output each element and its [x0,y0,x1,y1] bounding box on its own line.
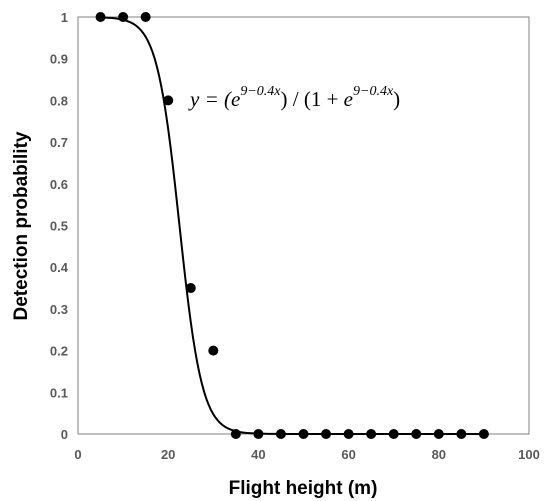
equation-exponent-1: 9−0.4x [240,84,281,99]
y-tick-label: 0.7 [50,135,68,150]
data-point [185,283,196,294]
y-tick-label: 0.6 [50,177,68,192]
data-point [433,429,444,439]
y-tick-label: 0.2 [50,344,68,359]
equation-middle: ) / (1 + [281,87,344,111]
x-axis-title: Flight height (m) [229,478,378,499]
data-point [411,429,422,439]
data-point [478,429,489,439]
data-point [388,429,399,439]
y-tick-label: 0.5 [50,219,68,234]
data-point [456,429,467,439]
plot-area-frame [77,16,530,435]
data-point [298,429,309,439]
x-axis-ticks: 0 20 40 60 80 100 [74,447,539,462]
equation-base-2: e [344,87,353,111]
equation-lhs: y = ( [188,87,233,111]
data-point [163,95,174,106]
equation-annotation: y = (e9−0.4x) / (1 + e9−0.4x) [188,84,400,111]
y-tick-label: 0.3 [50,302,68,317]
data-point [343,429,354,439]
x-tick-label: 80 [432,447,446,462]
x-tick-label: 20 [161,447,175,462]
data-point [275,429,286,439]
data-point [230,429,241,439]
equation-rhs: ) [393,87,400,111]
data-point [253,429,264,439]
y-axis-ticks: 0 0.1 0.2 0.3 0.4 0.5 0.6 0.7 0.8 0.9 1 [50,10,69,442]
data-point [321,429,332,439]
data-point [366,429,377,439]
data-points [95,12,489,439]
equation-exponent-2: 9−0.4x [353,84,394,99]
y-tick-label: 0.8 [50,93,68,108]
y-tick-label: 0 [61,427,68,442]
x-tick-label: 0 [74,447,81,462]
data-point [208,345,219,356]
logistic-fit-curve [100,16,484,435]
data-point [140,12,151,22]
data-point [118,12,129,22]
data-point [95,12,106,22]
y-axis-title: Detection probability [11,131,32,320]
x-tick-label: 100 [518,447,540,462]
y-tick-label: 0.4 [50,260,69,275]
y-tick-label: 1 [61,10,68,25]
y-tick-label: 0.9 [50,52,68,67]
y-tick-label: 0.1 [50,385,68,400]
x-tick-label: 40 [251,447,265,462]
equation-base-1: e [231,87,240,111]
x-tick-label: 60 [341,447,355,462]
